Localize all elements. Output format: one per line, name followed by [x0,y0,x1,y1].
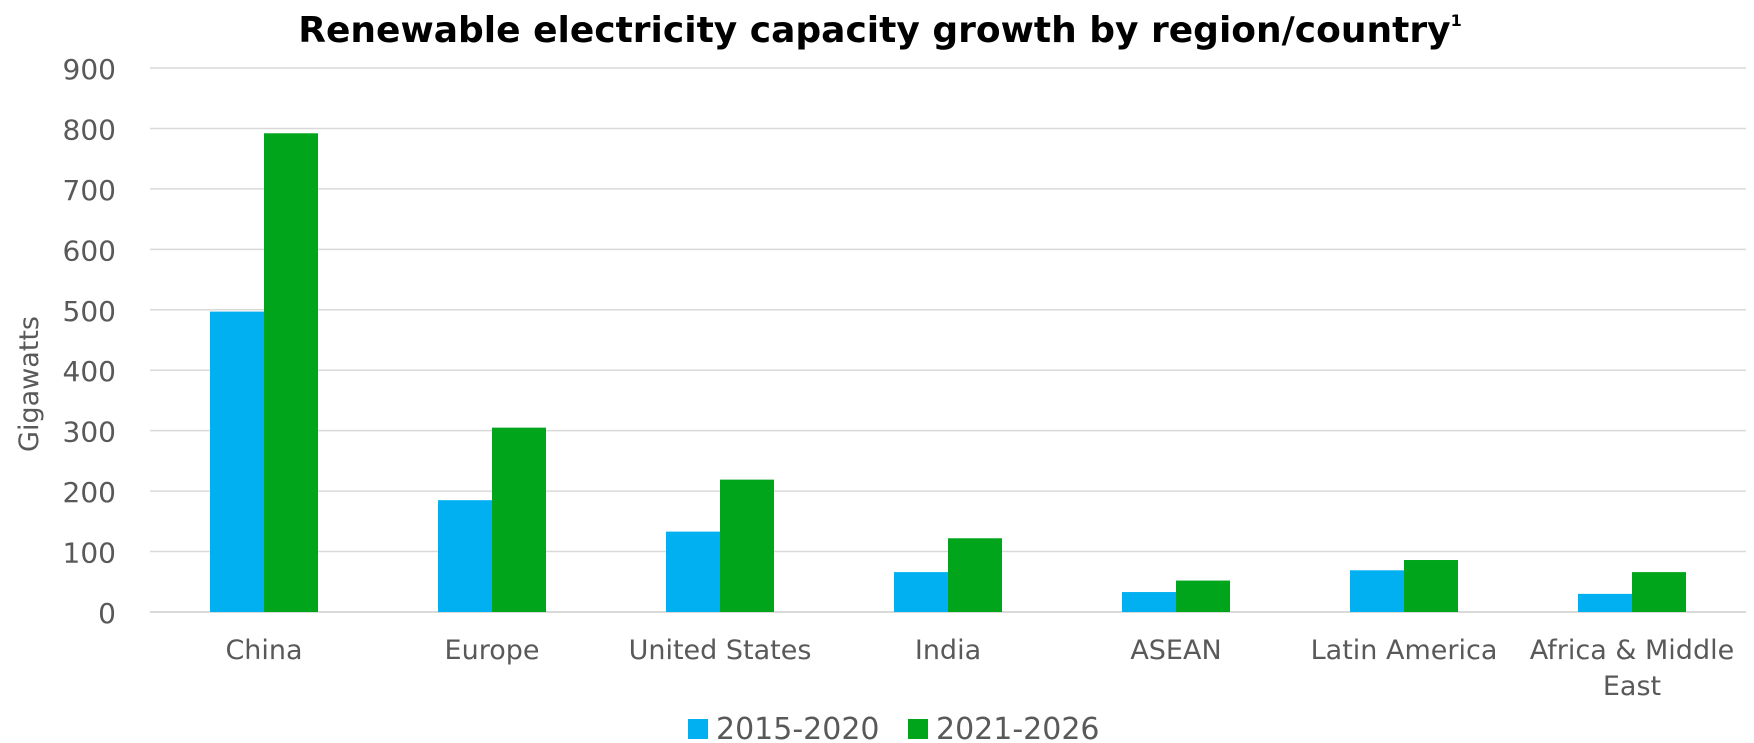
y-tick-label: 300 [63,416,116,449]
x-tick-label: India [915,635,981,666]
bars [210,133,1686,612]
bar-2015-2020-0 [210,311,264,612]
y-tick-label: 500 [63,295,116,328]
bar-2021-2026-3 [948,538,1002,612]
y-tick-label: 200 [63,476,116,509]
y-tick-label: 800 [63,113,116,146]
x-tick-label-line: ASEAN [1130,635,1221,666]
y-axis-title: Gigawatts [14,316,45,452]
x-tick-label-line: India [915,635,981,666]
x-tick-label: Africa & Middle East [1530,635,1734,702]
chart-title-superscript: 1 [1451,11,1462,30]
y-axis-ticks: 0 100 200 300 400 500 600 700 800 900 [63,53,116,630]
legend: 2015-2020 2021-2026 [688,712,1100,743]
y-tick-label: 700 [63,174,116,207]
bar-2021-2026-4 [1176,580,1230,612]
x-tick-label-line: Latin America [1311,635,1498,666]
x-tick-label-line: East [1603,671,1661,702]
x-tick-label: United States [629,635,812,666]
x-tick-label-line: China [225,635,302,666]
x-tick-label: China [225,635,302,666]
x-tick-label: Europe [445,635,540,666]
bar-2021-2026-5 [1404,560,1458,612]
bar-2021-2026-6 [1632,572,1686,612]
legend-swatch [688,719,708,739]
bar-2021-2026-0 [264,133,318,612]
bar-2015-2020-6 [1578,593,1632,612]
bar-2015-2020-1 [438,500,492,612]
x-tick-label: ASEAN [1130,635,1221,666]
legend-swatch [908,719,928,739]
y-tick-label: 100 [63,537,116,570]
bar-2015-2020-2 [666,531,720,612]
y-tick-label: 900 [63,53,116,86]
bar-2015-2020-5 [1350,570,1404,612]
grid [150,67,1746,613]
x-tick-label-line: Europe [445,635,540,666]
chart-title: Renewable electricity capacity growth by… [298,10,1461,51]
legend-label: 2015-2020 [716,712,880,743]
bar-2015-2020-4 [1122,592,1176,612]
bar-2015-2020-3 [894,572,948,612]
bar-2021-2026-1 [492,427,546,612]
bar-2021-2026-2 [720,479,774,612]
y-tick-label: 400 [63,355,116,388]
x-tick-label-line: Africa & Middle [1530,635,1734,666]
legend-label: 2021-2026 [936,712,1100,743]
x-tick-label: Latin America [1311,635,1498,666]
y-tick-label: 600 [63,234,116,267]
chart-title-text: Renewable electricity capacity growth by… [298,10,1450,51]
y-tick-label: 0 [98,597,116,630]
x-axis-labels: China Europe United States India ASEAN Latin … [225,635,1734,702]
x-tick-label-line: United States [629,635,812,666]
